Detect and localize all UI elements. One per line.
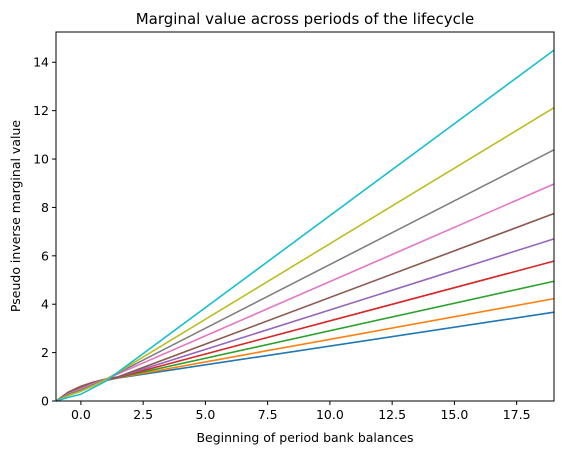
y-tick-label: 8 — [41, 200, 49, 215]
x-axis-label: Beginning of period bank balances — [196, 430, 413, 445]
x-tick-label: 17.5 — [503, 407, 531, 422]
y-tick-label: 2 — [41, 345, 49, 360]
series-line-9 — [55, 107, 555, 402]
chart-title: Marginal value across periods of the lif… — [136, 10, 475, 28]
x-axis-ticks: 0.0 2.5 5.0 7.5 10.0 12.5 15.0 17.5 — [71, 401, 531, 422]
y-tick-label: 4 — [41, 297, 49, 312]
x-tick-label: 0.0 — [71, 407, 91, 422]
plot-frame — [55, 31, 555, 402]
x-tick-label: 10.0 — [316, 407, 344, 422]
y-tick-label: 0 — [41, 394, 49, 409]
y-tick-label: 10 — [33, 152, 49, 167]
x-tick-label: 2.5 — [133, 407, 153, 422]
x-tick-label: 5.0 — [195, 407, 215, 422]
y-tick-label: 12 — [33, 103, 49, 118]
y-axis-label: Pseudo inverse marginal value — [8, 120, 23, 312]
x-tick-label: 7.5 — [258, 407, 278, 422]
x-tick-label: 15.0 — [440, 407, 468, 422]
y-tick-label: 14 — [33, 55, 49, 70]
y-tick-label: 6 — [41, 248, 49, 263]
series-line-10 — [55, 49, 555, 402]
x-tick-label: 12.5 — [378, 407, 406, 422]
y-axis-ticks: 0 2 4 6 8 10 12 14 — [33, 55, 56, 409]
series-line-8 — [55, 149, 555, 402]
series-line-6 — [55, 212, 555, 402]
series-group — [55, 49, 555, 402]
